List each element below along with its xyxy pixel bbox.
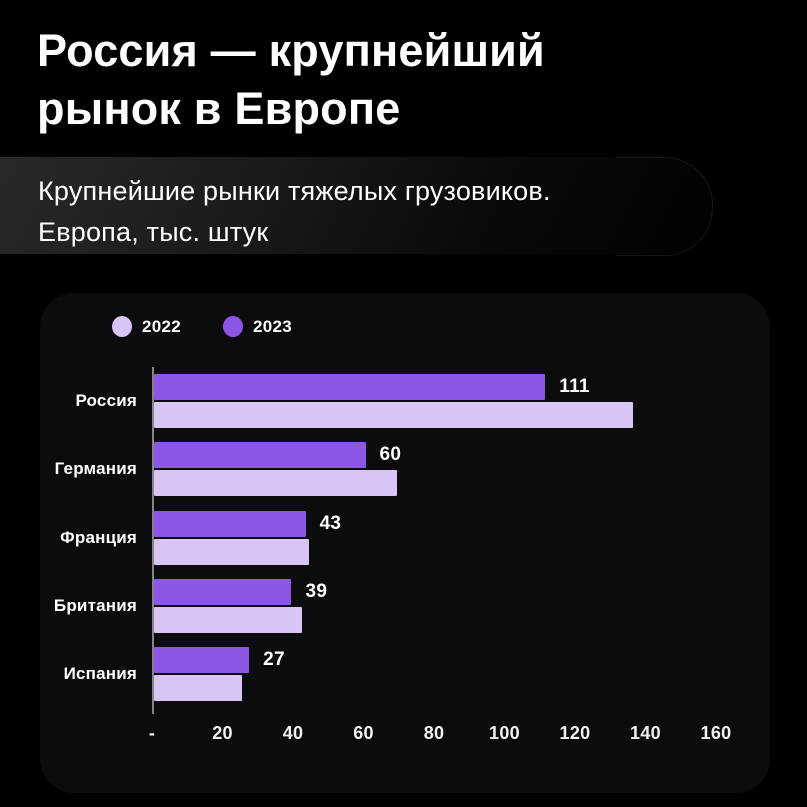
- bar-2023: [154, 647, 250, 673]
- bar-chart: Россия 111 Германия 60 Франция 43 Британия 39 Ис…: [40, 293, 770, 793]
- chart-card: Россия 111 Германия 60 Франция 43 Британия 39 Ис…: [40, 293, 770, 793]
- x-axis-tick: 80: [423, 723, 445, 743]
- bar-value-label: 43: [319, 512, 342, 534]
- page-title: Россия — крупнейший рынок в Европе: [37, 22, 545, 138]
- legend-item-2023: 2023: [223, 316, 292, 337]
- x-axis-tick: 40: [282, 723, 304, 743]
- x-axis-tick: 160: [700, 723, 732, 743]
- chart-legend: 2022 2023: [112, 316, 292, 337]
- bar-value-label: 27: [263, 649, 285, 670]
- category-label: Британия: [53, 595, 137, 615]
- bar-2023: [154, 442, 366, 469]
- x-axis-tick: 140: [630, 723, 661, 743]
- bar-2022: [154, 606, 303, 633]
- x-axis-tick: -: [148, 723, 156, 743]
- x-axis-tick: 20: [212, 723, 233, 743]
- legend-item-2022: 2022: [112, 316, 181, 337]
- bar-2022: [154, 470, 398, 497]
- legend-label: 2022: [142, 316, 182, 336]
- bar-value-label: 111: [559, 376, 590, 397]
- bar-value-label: 60: [379, 444, 402, 466]
- category-label: Россия: [75, 391, 137, 410]
- bar-2023: [154, 374, 546, 400]
- x-axis-tick: 100: [489, 723, 520, 743]
- x-axis-tick: 120: [559, 723, 591, 743]
- bar-value-label: 39: [305, 580, 328, 602]
- category-label: Франция: [60, 527, 137, 547]
- bar-2022: [154, 538, 310, 565]
- page-title-line1: Россия — крупнейший: [37, 25, 545, 76]
- bar-2022: [154, 402, 634, 428]
- chart-subtitle: Крупнейшие рынки тяжелых грузовиков. Евр…: [38, 171, 551, 253]
- subtitle-panel: Крупнейшие рынки тяжелых грузовиков. Евр…: [0, 157, 713, 256]
- x-axis-tick: 60: [353, 723, 374, 743]
- bar-2022: [154, 675, 243, 701]
- category-label: Испания: [63, 664, 137, 683]
- chart-subtitle-line2: Европа, тыс. штук: [38, 217, 269, 247]
- bar-2023: [154, 510, 306, 537]
- chart-subtitle-line1: Крупнейшие рынки тяжелых грузовиков.: [38, 176, 551, 206]
- legend-dot-icon: [112, 316, 132, 337]
- legend-label: 2023: [253, 316, 293, 336]
- legend-dot-icon: [223, 316, 244, 337]
- page-title-line2: рынок в Европе: [37, 83, 401, 134]
- bar-2023: [154, 578, 292, 605]
- category-label: Германия: [54, 459, 137, 479]
- y-axis-line: [152, 367, 154, 714]
